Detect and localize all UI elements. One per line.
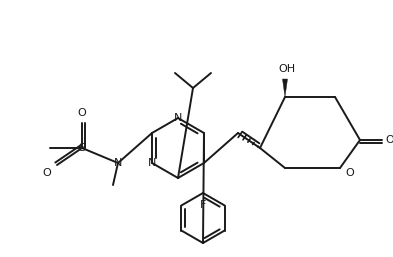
Text: F: F [200,200,206,210]
Text: O: O [42,168,51,178]
Text: O: O [345,168,354,178]
Text: N: N [148,158,156,168]
Text: N: N [174,113,182,123]
Text: N: N [114,158,122,168]
Text: S: S [79,143,86,153]
Text: OH: OH [278,64,296,74]
Polygon shape [283,79,288,97]
Text: O: O [78,108,86,118]
Text: O: O [386,135,393,145]
